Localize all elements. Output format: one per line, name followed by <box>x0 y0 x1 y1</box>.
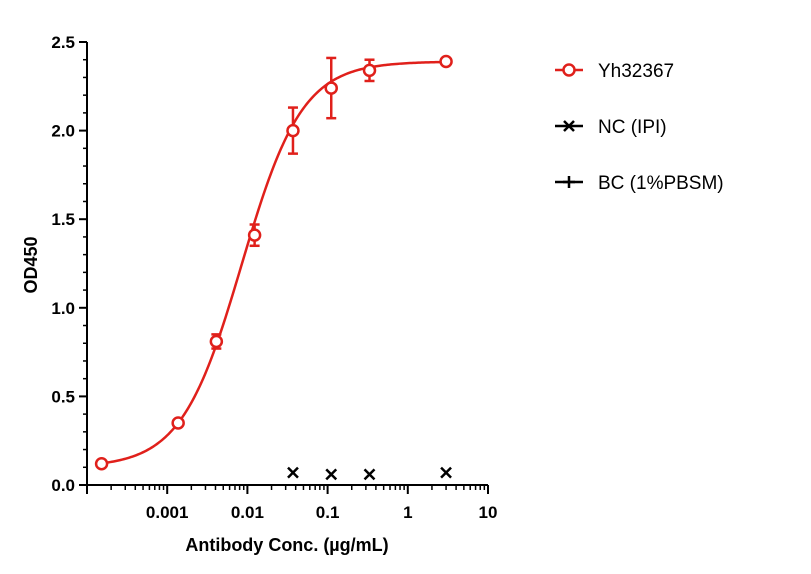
series-1 <box>287 466 452 481</box>
x-tick-label: 0.1 <box>316 503 340 522</box>
y-axis-title: OD450 <box>21 236 41 293</box>
data-point <box>362 63 377 78</box>
x-tick-label: 1 <box>403 503 412 522</box>
y-tick-label: 0.0 <box>51 476 75 495</box>
x-tick-label: 0.001 <box>146 503 189 522</box>
data-point <box>440 466 452 479</box>
legend-marker <box>563 176 575 188</box>
y-tick-label: 1.0 <box>51 299 75 318</box>
data-point <box>209 334 224 349</box>
x-axis-title: Antibody Conc. (µg/mL) <box>185 535 388 555</box>
legend-marker <box>563 120 575 132</box>
legend-label: Yh32367 <box>598 61 674 82</box>
legend-item: BC (1%PBSM) <box>555 173 724 194</box>
data-point <box>94 456 109 471</box>
data-point <box>324 81 338 95</box>
y-tick-label: 0.5 <box>51 387 75 406</box>
data-point <box>363 468 376 481</box>
data-point <box>325 468 338 481</box>
x-ticks: 0.001 0.01 0.1 1 10 <box>86 485 498 522</box>
y-tick-label: 2.5 <box>51 33 75 52</box>
legend: Yh32367 NC (IPI) BC (1%PBSM) <box>555 61 724 194</box>
data-point <box>171 416 185 430</box>
data-point <box>247 228 262 242</box>
data-point <box>287 466 299 479</box>
axes <box>86 42 488 486</box>
x-tick-label: 0.01 <box>231 503 264 522</box>
legend-marker <box>562 63 576 77</box>
legend-label: NC (IPI) <box>598 117 667 138</box>
series-0 <box>94 54 453 471</box>
plot-area <box>94 54 453 481</box>
data-point <box>439 54 453 69</box>
fit-curve <box>101 60 447 465</box>
y-ticks: 0.0 0.5 1.0 1.5 2.0 2.5 <box>51 33 87 495</box>
y-tick-label: 2.0 <box>51 122 75 141</box>
legend-label: BC (1%PBSM) <box>598 173 724 194</box>
data-point <box>286 123 300 138</box>
legend-item: NC (IPI) <box>555 117 667 138</box>
y-tick-label: 1.5 <box>51 210 75 229</box>
legend-item: Yh32367 <box>555 61 674 82</box>
x-tick-label: 10 <box>479 503 498 522</box>
